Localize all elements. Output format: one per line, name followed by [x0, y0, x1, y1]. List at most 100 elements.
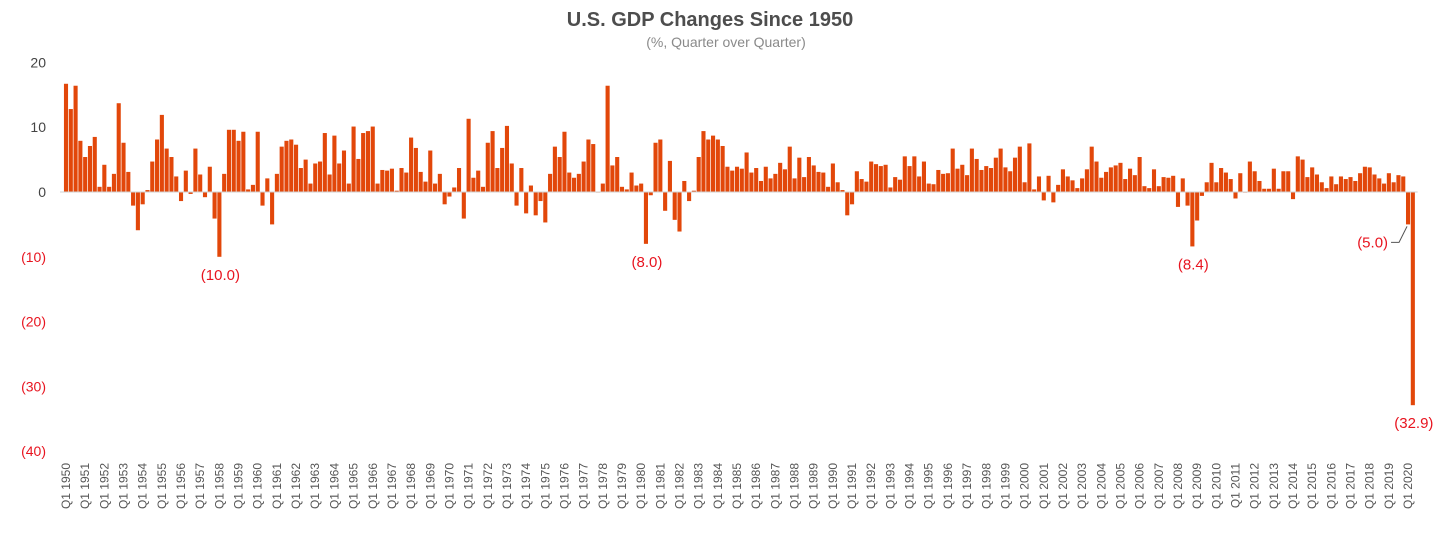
bar: [116, 103, 121, 192]
x-tick-label: Q1 1965: [347, 463, 361, 509]
bar: [687, 192, 692, 202]
bar: [1027, 143, 1032, 192]
bar: [763, 166, 768, 192]
bar: [361, 133, 366, 192]
bar: [351, 126, 356, 192]
bar: [442, 192, 447, 205]
bar: [308, 183, 313, 192]
bar: [231, 129, 236, 192]
bar: [734, 166, 740, 192]
bar: [572, 177, 577, 192]
bar: [1142, 186, 1147, 192]
annotation-label: (32.9): [1394, 415, 1433, 432]
bar: [941, 173, 946, 192]
bar: [131, 192, 136, 206]
bar: [1377, 178, 1382, 192]
x-tick-label: Q1 1956: [174, 463, 188, 509]
bar: [1319, 182, 1324, 192]
bar: [634, 185, 639, 192]
x-tick-label: Q1 1955: [155, 463, 169, 509]
bar: [1022, 182, 1027, 192]
bar: [1396, 175, 1401, 192]
bar: [380, 169, 385, 192]
bars: [63, 83, 1415, 406]
x-tick-label: Q1 2002: [1056, 463, 1070, 509]
bar: [965, 175, 970, 192]
x-tick-label: Q1 1981: [653, 463, 667, 509]
bar: [1343, 179, 1348, 192]
bar: [1223, 172, 1228, 192]
bar: [648, 192, 653, 196]
bar: [1252, 171, 1257, 192]
chart-title: U.S. GDP Changes Since 1950: [567, 9, 853, 31]
bar: [1314, 174, 1320, 192]
x-tick-label: Q1 1995: [922, 463, 936, 509]
bar: [533, 192, 538, 216]
x-tick-label: Q1 2005: [1114, 463, 1128, 509]
x-tick-label: Q1 2016: [1324, 463, 1338, 509]
bar: [945, 173, 950, 192]
bar: [1271, 168, 1276, 192]
bar: [754, 168, 759, 192]
bar: [984, 166, 989, 192]
bar: [1204, 182, 1209, 192]
bar: [322, 133, 327, 192]
bar: [1358, 173, 1363, 192]
bar: [68, 109, 73, 192]
y-tick-label: (30): [21, 378, 46, 394]
y-axis: 20 10 0 (10) (20) (30) (40): [21, 54, 46, 459]
bar: [744, 152, 749, 192]
bar: [768, 178, 773, 192]
bar: [538, 192, 543, 202]
bar: [495, 168, 500, 192]
bar: [1070, 180, 1075, 192]
bar: [1156, 186, 1161, 192]
bar: [514, 192, 519, 206]
bar: [73, 85, 78, 192]
x-tick-label: Q1 1951: [78, 463, 92, 509]
bar: [917, 176, 922, 192]
x-tick-label: Q1 1990: [826, 463, 840, 509]
bar: [639, 183, 644, 192]
x-tick-label: Q1 1963: [308, 463, 322, 509]
x-tick-label: Q1 2020: [1401, 463, 1415, 509]
bar: [226, 129, 232, 192]
bar: [730, 170, 735, 192]
bar: [1128, 168, 1133, 192]
bar: [270, 192, 275, 225]
bar: [989, 168, 994, 192]
bar: [907, 166, 912, 192]
bar: [1046, 175, 1051, 192]
x-tick-label: Q1 1952: [97, 463, 111, 509]
bar: [365, 131, 371, 192]
x-tick-label: Q1 1960: [251, 463, 265, 509]
bar: [993, 157, 998, 192]
bar: [1056, 184, 1061, 192]
bar: [979, 169, 984, 192]
bar: [456, 168, 462, 192]
bar: [782, 169, 787, 192]
bar: [1386, 173, 1391, 192]
bar: [1334, 184, 1339, 192]
bar: [452, 187, 457, 192]
bar: [1410, 192, 1415, 406]
bar: [409, 137, 414, 192]
bar: [610, 165, 615, 192]
bar: [1391, 182, 1396, 192]
bar: [921, 161, 926, 192]
bar: [893, 177, 898, 192]
bar: [121, 142, 126, 192]
x-tick-label: Q1 1998: [979, 463, 993, 509]
x-tick-label: Q1 1991: [845, 463, 859, 509]
x-tick-label: Q1 1961: [270, 463, 284, 509]
annotations: (10.0) (8.0) (8.4) (5.0) (32.9): [201, 226, 1433, 432]
bar: [1113, 165, 1118, 192]
bar: [1405, 192, 1411, 225]
bar: [1051, 192, 1056, 203]
bar: [883, 164, 888, 192]
bar: [859, 179, 864, 192]
bar: [217, 192, 222, 257]
x-tick-label: Q1 1967: [385, 463, 399, 509]
bar: [873, 164, 879, 192]
bar: [1108, 167, 1113, 192]
